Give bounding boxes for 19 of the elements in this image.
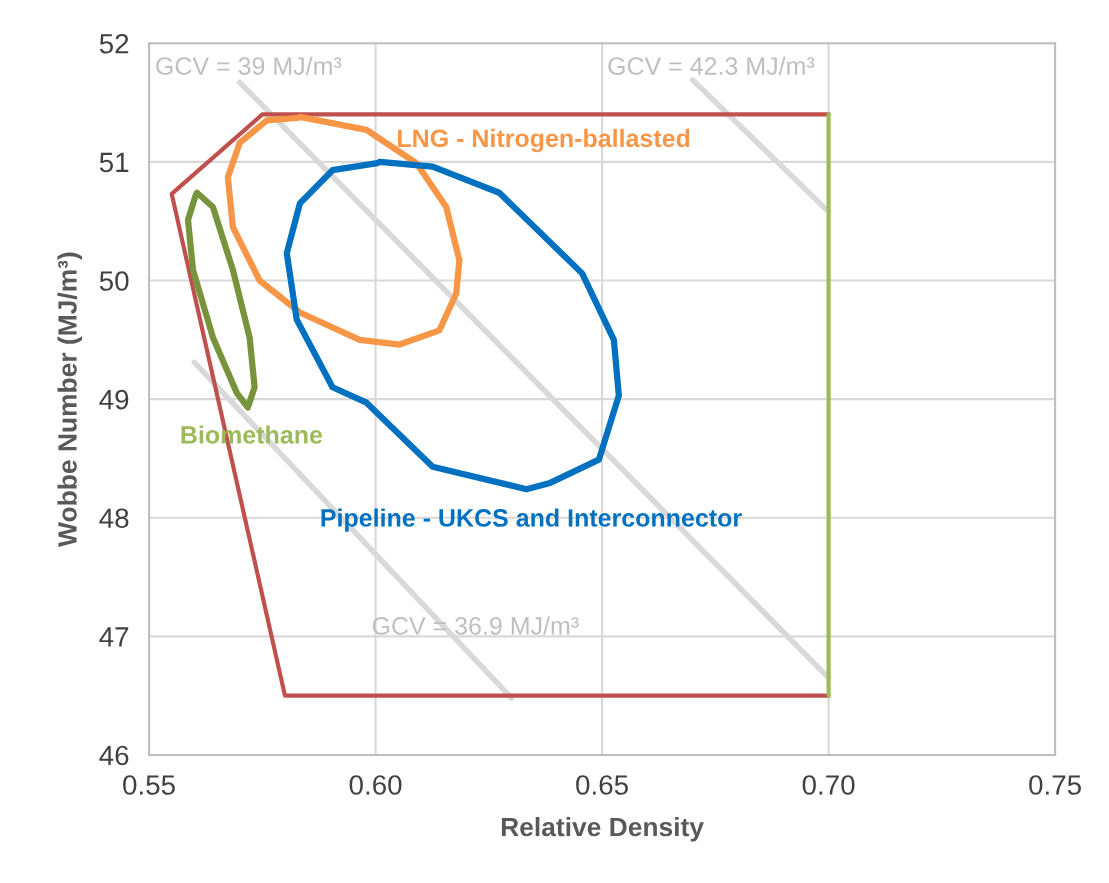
- y-tick-label: 46: [99, 745, 129, 766]
- y-tick-label: 48: [99, 508, 129, 529]
- y-axis-title: Wobbe Number (MJ/m³): [57, 252, 83, 547]
- x-tick-label: 0.75: [1029, 775, 1081, 795]
- y-tick-label: 47: [99, 627, 129, 647]
- series-label: GCV = 39 MJ/m³: [156, 56, 342, 75]
- series-label: GCV = 36.9 MJ/m³: [372, 616, 579, 635]
- series-label: LNG - Nitrogen-ballasted: [398, 128, 690, 153]
- x-axis-title: Relative Density: [501, 816, 704, 842]
- series-label: GCV = 42.3 MJ/m³: [608, 56, 815, 75]
- x-tick-label: 0.60: [349, 775, 402, 795]
- x-tick-label: 0.55: [123, 775, 175, 795]
- x-tick-label: 0.65: [576, 775, 628, 795]
- y-tick-label: 52: [99, 33, 129, 54]
- series-label: Pipeline - UKCS and Interconnector: [321, 508, 742, 532]
- y-tick-label: 51: [99, 152, 129, 173]
- y-tick-label: 50: [99, 271, 129, 291]
- y-tick-label: 49: [99, 389, 129, 410]
- x-tick-label: 0.70: [802, 775, 855, 795]
